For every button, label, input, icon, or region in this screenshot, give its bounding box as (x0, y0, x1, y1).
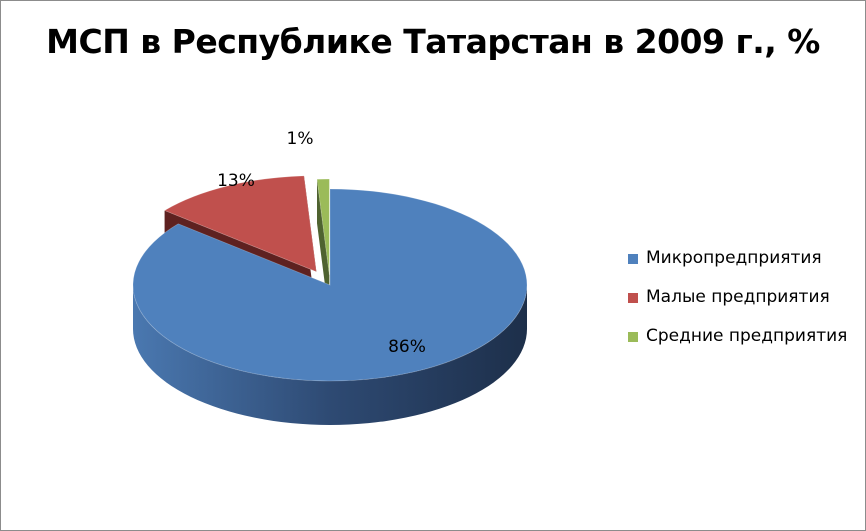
legend-swatch-medium (628, 332, 638, 342)
chart-title: МСП в Республике Татарстан в 2009 г., % (46, 22, 820, 61)
data-label-micro: 86% (388, 337, 426, 357)
legend-label-medium: Средние предприятия (646, 326, 848, 346)
legend-swatch-micro (628, 254, 638, 264)
legend-label-small: Малые предприятия (646, 287, 830, 307)
slice-side-micro (133, 285, 527, 425)
slice-medium (316, 178, 330, 276)
data-label-medium: 1% (287, 129, 314, 149)
data-label-small: 13% (217, 171, 255, 191)
legend-swatch-small (628, 293, 638, 303)
legend-label-micro: Микропредприятия (646, 248, 822, 268)
slice-small (163, 175, 317, 273)
slice-micro (132, 188, 528, 382)
